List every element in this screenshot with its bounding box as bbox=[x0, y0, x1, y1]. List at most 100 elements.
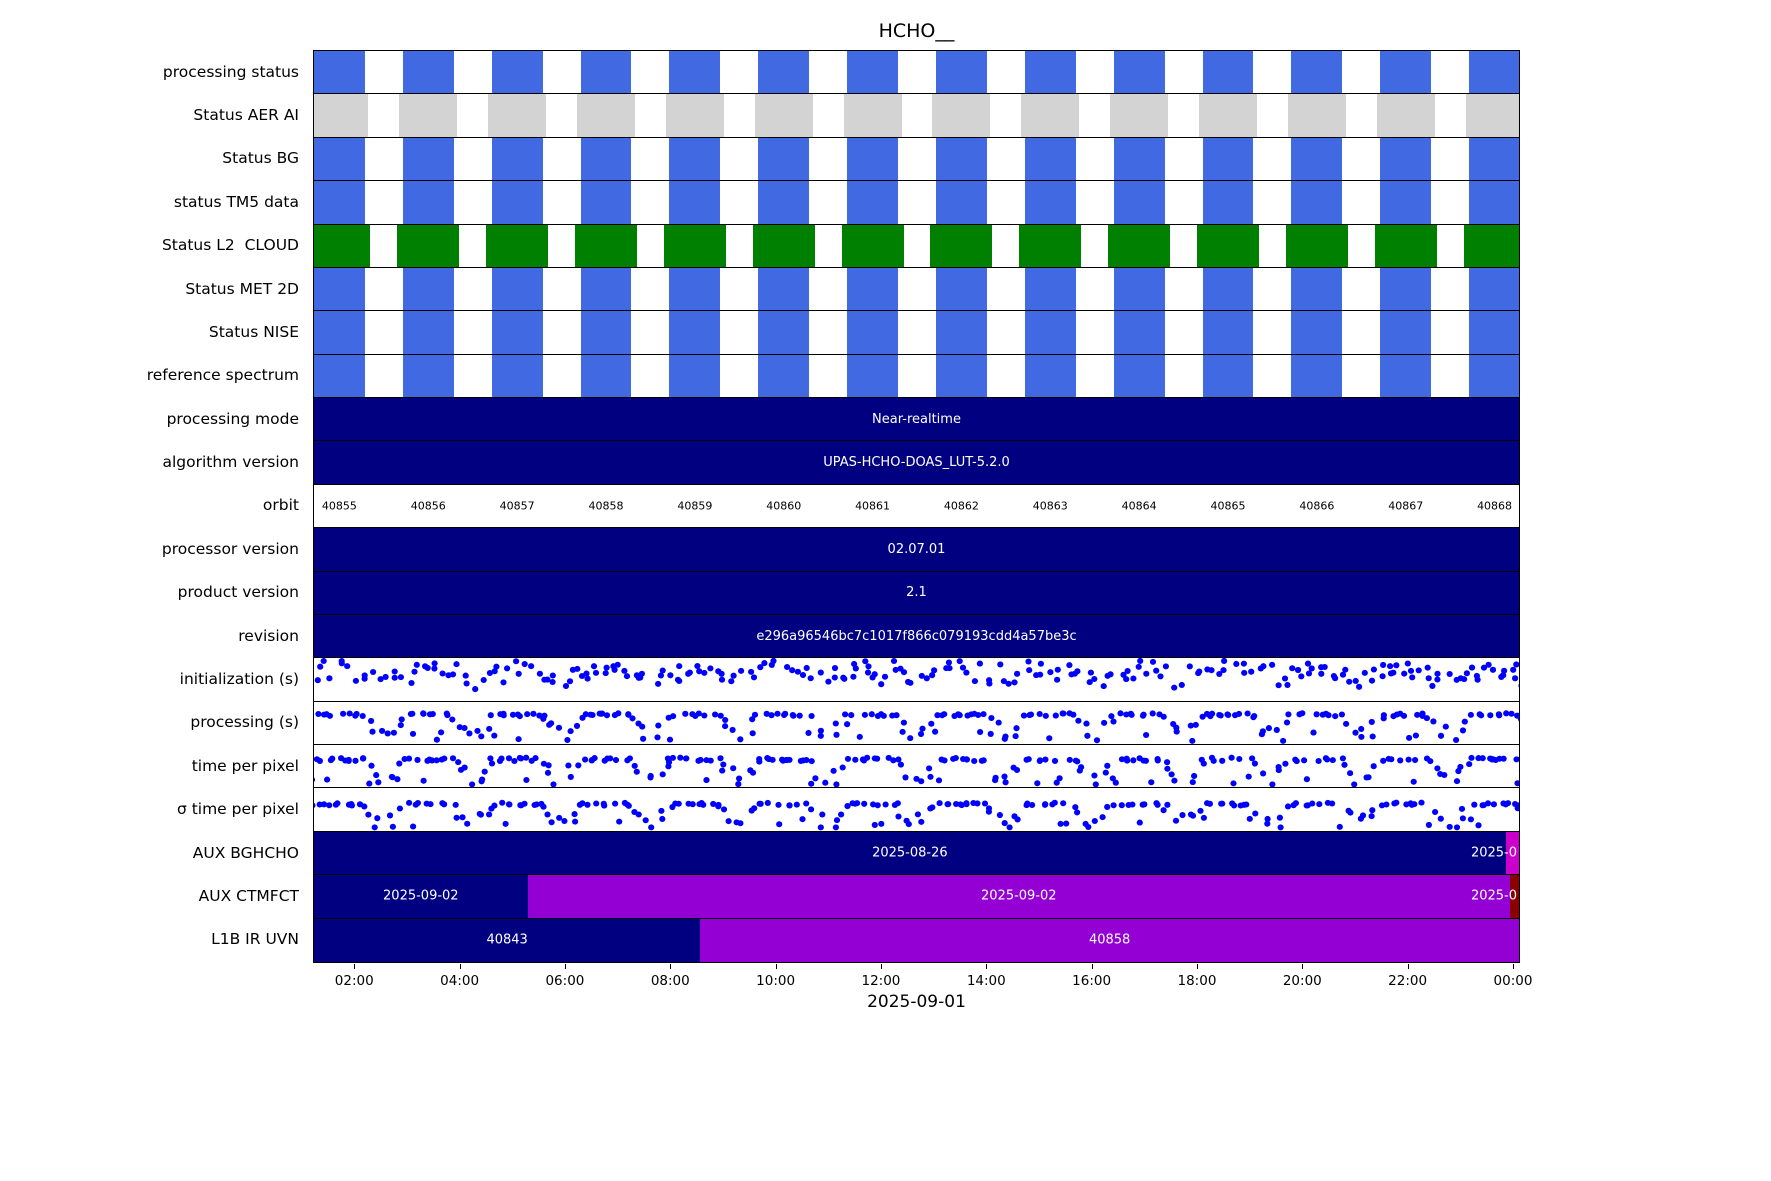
status-block bbox=[1113, 311, 1165, 354]
timeline-segment bbox=[527, 875, 1510, 918]
row-label: Status L2 CLOUD bbox=[161, 236, 299, 255]
scatter-dots bbox=[314, 800, 1519, 831]
status-block bbox=[1199, 94, 1257, 137]
status-block bbox=[580, 181, 632, 224]
status-block bbox=[314, 267, 365, 311]
x-tick-label: 06:00 bbox=[545, 973, 585, 989]
x-tick-mark bbox=[564, 964, 566, 969]
segment-label: 2025-08-26 bbox=[872, 845, 948, 861]
status-block bbox=[1291, 137, 1343, 181]
status-block bbox=[1469, 354, 1519, 398]
timeline-row: 40855 40856 40857 40858 40859 40860 40861 40862… bbox=[314, 485, 1519, 529]
row-label: revision bbox=[238, 626, 299, 645]
status-block bbox=[1380, 137, 1432, 181]
timeline-segment bbox=[314, 875, 528, 918]
status-block bbox=[935, 311, 987, 354]
x-tick-label: 16:00 bbox=[1072, 973, 1112, 989]
row-label: reference spectrum bbox=[146, 366, 299, 385]
x-axis-label: 2025-09-01 bbox=[867, 992, 966, 1012]
status-block bbox=[758, 311, 810, 354]
row-label: processing status bbox=[162, 62, 299, 81]
status-block bbox=[1380, 354, 1432, 398]
x-tick-label: 02:00 bbox=[334, 973, 374, 989]
row-labels-column: processing status Status AER AI Status BG s… bbox=[0, 50, 306, 963]
status-block bbox=[402, 267, 454, 311]
segment-label: 2025-09-02 bbox=[981, 888, 1057, 904]
status-block bbox=[1380, 51, 1432, 94]
status-block bbox=[1024, 51, 1076, 94]
x-tick-mark bbox=[1302, 964, 1304, 969]
status-block bbox=[1202, 311, 1254, 354]
bar-value: Near-realtime bbox=[872, 411, 961, 427]
row-label: Status MET 2D bbox=[185, 279, 299, 298]
status-block bbox=[1469, 51, 1519, 94]
row-label: σ time per pixel bbox=[176, 800, 299, 819]
x-tick-label: 22:00 bbox=[1388, 973, 1428, 989]
timeline-row: 2025-09-02 2025-09-02 2025-0 bbox=[314, 875, 1519, 919]
orbit-number: 40859 bbox=[677, 499, 713, 513]
status-block bbox=[577, 94, 635, 137]
timeline-row bbox=[314, 181, 1519, 225]
status-block bbox=[665, 94, 724, 137]
status-block bbox=[758, 181, 810, 224]
x-tick-mark bbox=[1407, 964, 1409, 969]
x-tick-mark bbox=[880, 964, 882, 969]
status-block bbox=[1469, 267, 1519, 311]
status-block bbox=[1374, 224, 1437, 267]
status-block bbox=[491, 51, 543, 94]
orbit-number: 40858 bbox=[588, 499, 624, 513]
status-block bbox=[491, 354, 543, 398]
timeline-segment bbox=[314, 831, 1506, 875]
status-block bbox=[575, 224, 637, 267]
x-tick-label: 08:00 bbox=[650, 973, 690, 989]
timeline-row bbox=[314, 267, 1519, 312]
chart-title: HCHO__ bbox=[878, 20, 955, 42]
status-block bbox=[754, 94, 813, 137]
status-block bbox=[752, 224, 815, 267]
status-block bbox=[1024, 311, 1076, 354]
timeline-row bbox=[314, 137, 1519, 182]
status-block bbox=[402, 354, 454, 398]
status-block bbox=[314, 137, 365, 181]
status-block bbox=[402, 137, 454, 181]
status-block bbox=[847, 267, 899, 311]
x-tick-mark bbox=[670, 964, 672, 969]
status-block bbox=[1291, 51, 1343, 94]
x-tick-label: 14:00 bbox=[966, 973, 1006, 989]
status-block bbox=[491, 181, 543, 224]
timeline-segment bbox=[1509, 875, 1519, 918]
orbit-number: 40855 bbox=[321, 499, 357, 513]
row-label: orbit bbox=[262, 496, 299, 515]
row-label: Status NISE bbox=[208, 322, 299, 341]
x-tick-mark bbox=[354, 964, 356, 969]
scatter-dots bbox=[315, 709, 1519, 744]
status-block bbox=[932, 94, 991, 137]
bar-value: UPAS-HCHO-DOAS_LUT-5.2.0 bbox=[823, 455, 1010, 471]
status-block bbox=[1113, 354, 1165, 398]
timeline-row: e296a96546bc7c1017f866c079193cdd4a57be3c bbox=[314, 614, 1519, 659]
status-block bbox=[1113, 267, 1165, 311]
timeline-row bbox=[314, 702, 1519, 746]
status-block bbox=[935, 51, 987, 94]
row-label: algorithm version bbox=[162, 453, 299, 472]
status-block bbox=[488, 94, 547, 137]
timeline-row bbox=[314, 311, 1519, 355]
status-block bbox=[314, 311, 365, 354]
row-label: initialization (s) bbox=[179, 670, 299, 689]
scatter-dots bbox=[314, 658, 1519, 693]
status-block bbox=[1021, 94, 1080, 137]
status-block bbox=[1019, 224, 1082, 267]
status-block bbox=[1202, 137, 1254, 181]
orbit-number: 40866 bbox=[1299, 499, 1335, 513]
status-block bbox=[491, 311, 543, 354]
status-block bbox=[1113, 181, 1165, 224]
status-block bbox=[843, 94, 902, 137]
status-block bbox=[669, 354, 721, 398]
bar-value: 2.1 bbox=[906, 585, 927, 601]
status-block bbox=[847, 137, 899, 181]
status-block bbox=[1469, 181, 1519, 224]
status-block bbox=[1291, 354, 1343, 398]
status-block bbox=[847, 311, 899, 354]
timeline-row bbox=[314, 51, 1519, 95]
timeline-segment bbox=[700, 918, 1519, 962]
